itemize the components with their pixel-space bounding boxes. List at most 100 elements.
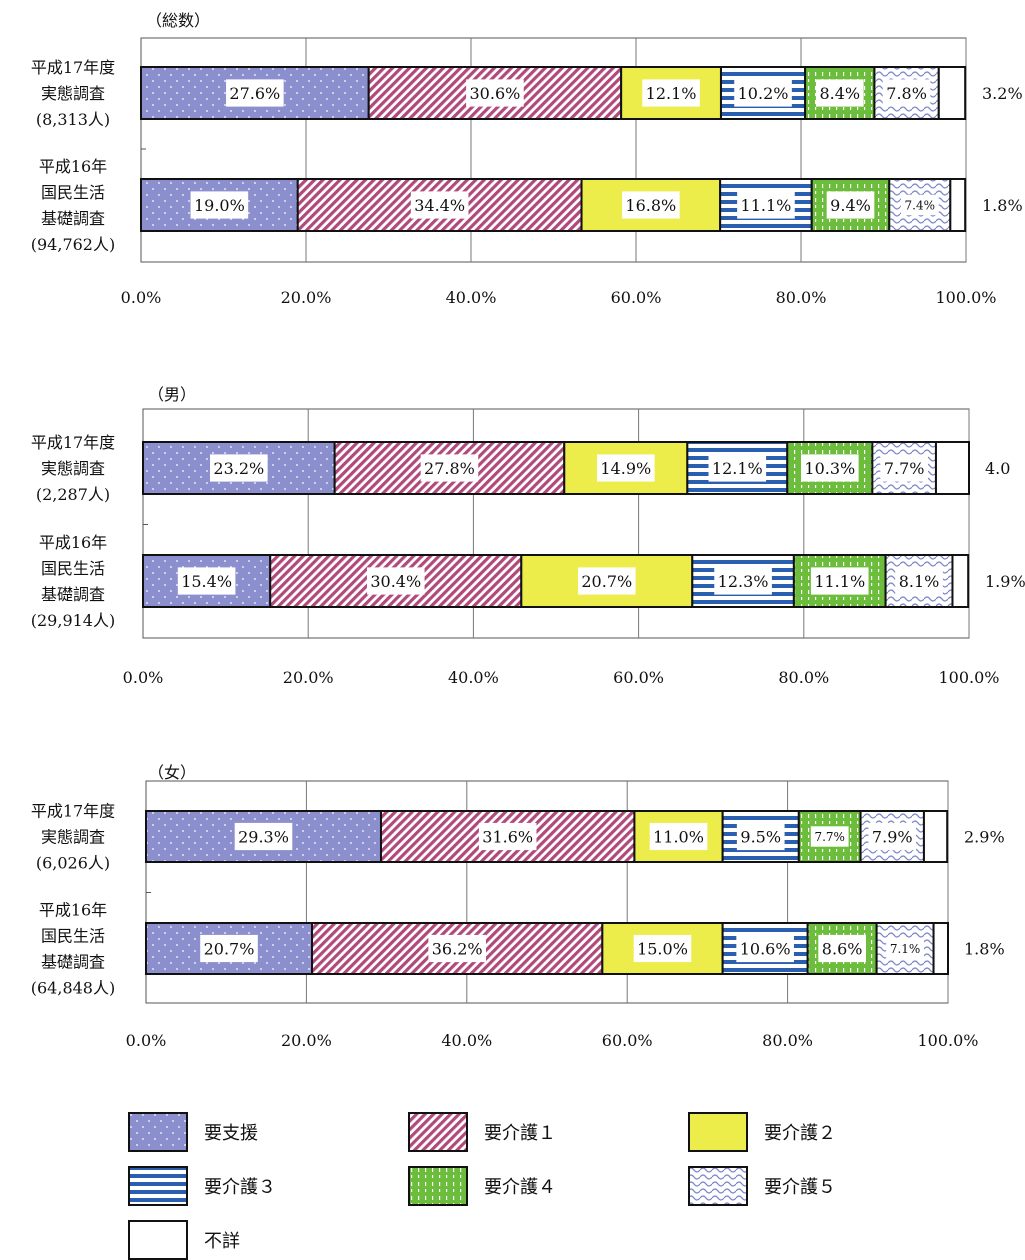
- value-label: 4.0: [985, 459, 1010, 478]
- value-label-box: [420, 454, 479, 482]
- value-label: 20.7%: [204, 939, 255, 958]
- x-tick-label: 0.0%: [123, 668, 164, 687]
- legend-item: 要介護１: [408, 1112, 556, 1152]
- value-label: 10.2%: [738, 84, 789, 103]
- bar-segment: [580, 178, 722, 232]
- chart-title: （総数）: [146, 11, 210, 30]
- value-label-box: [886, 938, 924, 959]
- legend-swatch: [128, 1166, 188, 1206]
- value-label-box: [234, 822, 293, 851]
- legend-item: 要介護３: [128, 1166, 276, 1206]
- value-label: 1.8%: [964, 940, 1005, 959]
- bar-segment: [922, 810, 949, 863]
- category-label: (2,287人): [36, 485, 110, 504]
- value-label: 8.1%: [899, 572, 940, 591]
- value-label-box: [736, 934, 794, 963]
- legend-label: 要介護３: [204, 1177, 276, 1198]
- value-label: 2.9%: [964, 828, 1005, 847]
- value-label-box: [868, 822, 917, 851]
- category-label: 国民生活: [41, 183, 105, 202]
- legend-label: 要支援: [204, 1123, 258, 1144]
- value-label: 12.1%: [646, 84, 697, 103]
- legend-swatch: [408, 1166, 468, 1206]
- value-label: 14.9%: [600, 459, 651, 478]
- chart-panel: （女） 0.0% 20.0% 40.0% 60.0% 80.0% 100.0% 平成17年度実…: [31, 763, 1005, 1050]
- value-label: 7.8%: [886, 84, 927, 103]
- value-label-box: [714, 567, 772, 595]
- value-label-box: [642, 79, 700, 107]
- value-label: 7.9%: [872, 827, 913, 846]
- value-label: 36.2%: [432, 939, 483, 958]
- value-label: 3.2%: [982, 84, 1023, 103]
- value-label-box: [577, 567, 636, 595]
- bar-segment: [951, 554, 970, 608]
- bar-segment: [949, 178, 967, 232]
- x-tick-label: 60.0%: [611, 288, 662, 307]
- value-label-box: [737, 191, 795, 219]
- value-label-box: [200, 934, 258, 963]
- x-tick-label: 100.0%: [917, 1031, 978, 1050]
- value-label: 34.4%: [414, 196, 465, 215]
- value-label: 16.8%: [625, 196, 676, 215]
- value-label-box: [210, 454, 268, 482]
- legend-swatch: [688, 1166, 748, 1206]
- x-tick-label: 40.0%: [441, 1031, 492, 1050]
- value-label: 15.0%: [637, 939, 688, 958]
- legend-swatch: [128, 1220, 188, 1260]
- category-label: 国民生活: [41, 559, 105, 578]
- value-label: 19.0%: [194, 196, 245, 215]
- x-tick-label: 20.0%: [281, 1031, 332, 1050]
- category-label: 基礎調査: [41, 953, 105, 972]
- x-tick-label: 40.0%: [446, 288, 497, 307]
- x-tick-label: 80.0%: [776, 288, 827, 307]
- legend-item: 要支援: [128, 1112, 258, 1152]
- value-label: 1.9%: [985, 572, 1025, 591]
- value-label: 7.7%: [814, 830, 845, 844]
- chart-legend: 要支援 要介護１ 要介護２ 要介護３ 要介護４ 要介護５ 不詳: [128, 1112, 1008, 1260]
- legend-swatch: [688, 1112, 748, 1152]
- x-tick-label: 20.0%: [281, 288, 332, 307]
- value-label: 7.4%: [905, 198, 936, 212]
- legend-label: 要介護１: [484, 1123, 556, 1144]
- category-label: 基礎調査: [41, 209, 105, 228]
- value-label: 7.1%: [890, 942, 921, 956]
- value-label: 11.1%: [814, 572, 865, 591]
- bar-segment: [932, 922, 950, 975]
- category-label: 実態調査: [41, 84, 105, 103]
- legend-label: 要介護４: [484, 1177, 556, 1198]
- value-label-box: [810, 567, 869, 595]
- value-label-box: [900, 194, 939, 216]
- value-label: 11.1%: [741, 196, 792, 215]
- value-label-box: [649, 822, 708, 851]
- category-label: 平成16年: [39, 901, 107, 920]
- x-tick-label: 80.0%: [762, 1031, 813, 1050]
- x-tick-label: 80.0%: [778, 668, 829, 687]
- x-tick-label: 60.0%: [602, 1031, 653, 1050]
- legend-label: 要介護５: [764, 1177, 836, 1198]
- value-label-box: [882, 79, 931, 107]
- bar-segment: [311, 922, 604, 975]
- legend-swatch: [408, 1112, 468, 1152]
- value-label: 29.3%: [238, 827, 289, 846]
- category-label: (94,762人): [31, 235, 115, 254]
- value-label-box: [428, 934, 486, 963]
- value-label: 23.2%: [213, 459, 264, 478]
- value-label-box: [708, 454, 767, 482]
- value-label-box: [818, 934, 866, 963]
- value-label-box: [366, 567, 425, 595]
- value-label-box: [801, 454, 859, 482]
- value-label-box: [826, 191, 875, 219]
- value-label-box: [736, 822, 785, 851]
- x-tick-label: 0.0%: [121, 288, 162, 307]
- value-label-box: [410, 191, 469, 219]
- category-label: 平成16年: [39, 157, 107, 176]
- value-label-box: [190, 191, 249, 219]
- category-label: (6,026人): [36, 854, 110, 873]
- value-label: 10.6%: [740, 939, 791, 958]
- value-label: 12.3%: [718, 572, 769, 591]
- x-tick-label: 100.0%: [935, 288, 996, 307]
- value-label: 30.4%: [370, 572, 421, 591]
- value-label-box: [478, 822, 537, 851]
- value-label: 8.6%: [822, 939, 863, 958]
- x-tick-label: 100.0%: [938, 668, 999, 687]
